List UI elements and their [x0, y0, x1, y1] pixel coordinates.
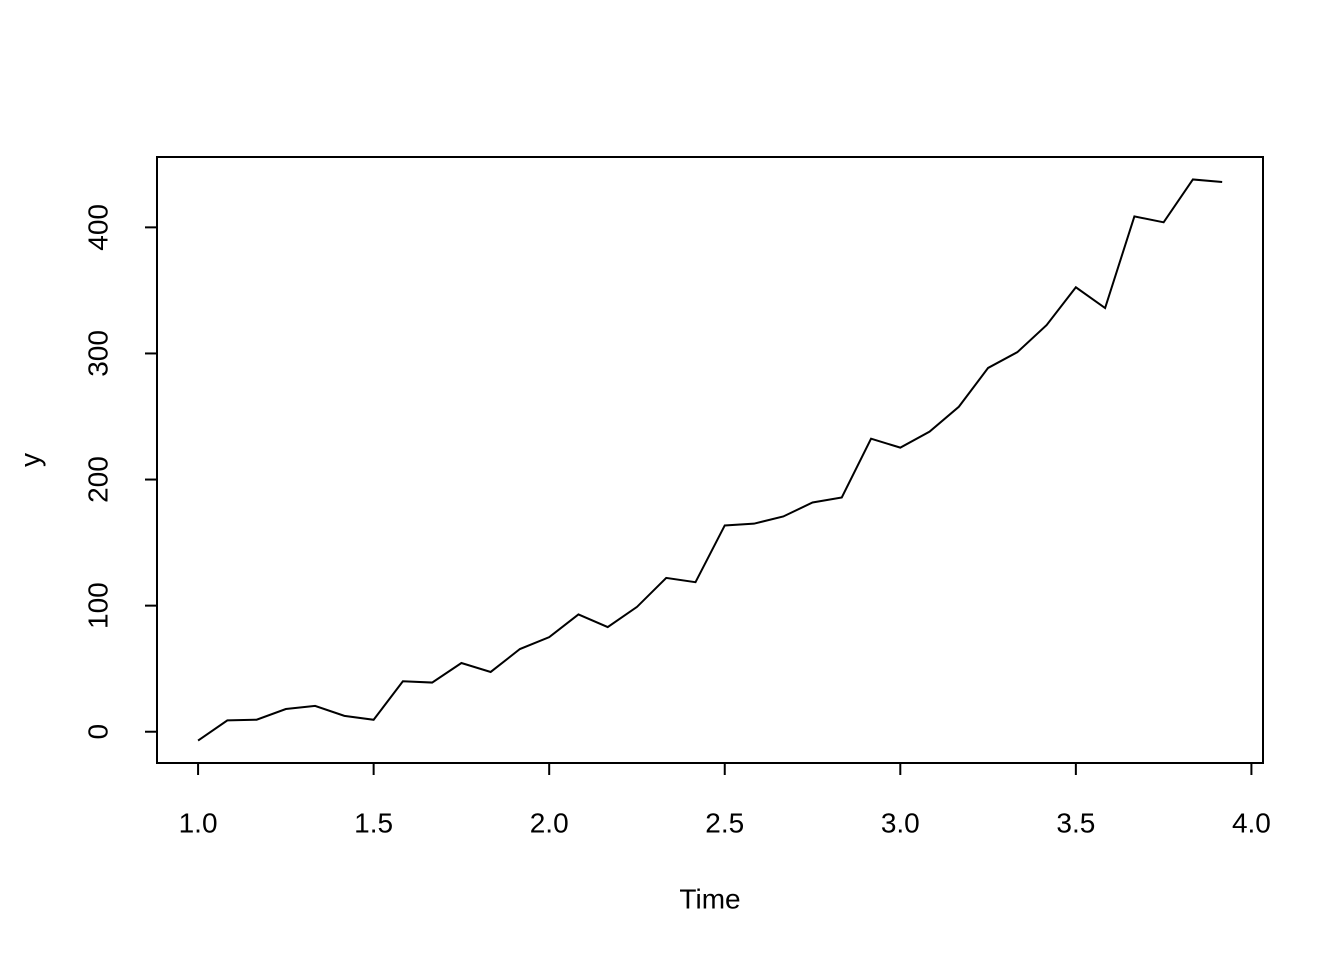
y-tick-label: 200: [82, 456, 113, 503]
y-tick-label: 100: [82, 582, 113, 629]
x-tick-label: 4.0: [1232, 807, 1271, 838]
x-axis-label: Time: [679, 883, 740, 914]
x-tick-label: 2.5: [705, 807, 744, 838]
x-tick-label: 3.5: [1056, 807, 1095, 838]
x-tick-label: 2.0: [530, 807, 569, 838]
y-tick-label: 300: [82, 330, 113, 377]
x-tick-label: 3.0: [881, 807, 920, 838]
x-tick-label: 1.0: [179, 807, 218, 838]
plot-frame: [156, 156, 1264, 764]
y-tick-label: 400: [82, 204, 113, 251]
y-axis-label: y: [14, 453, 45, 467]
x-tick-label: 1.5: [354, 807, 393, 838]
data-line: [197, 178, 1223, 742]
y-tick-label: 0: [82, 724, 113, 740]
